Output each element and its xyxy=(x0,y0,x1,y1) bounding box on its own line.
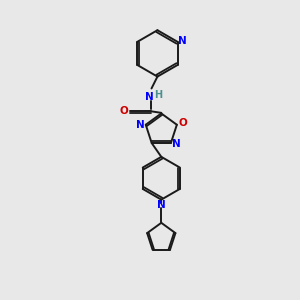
Text: N: N xyxy=(172,139,181,149)
Text: N: N xyxy=(157,200,166,210)
Text: O: O xyxy=(178,118,187,128)
Text: H: H xyxy=(154,90,162,100)
Text: N: N xyxy=(136,120,145,130)
Text: O: O xyxy=(119,106,128,116)
Text: N: N xyxy=(178,36,187,46)
Text: N: N xyxy=(145,92,154,101)
